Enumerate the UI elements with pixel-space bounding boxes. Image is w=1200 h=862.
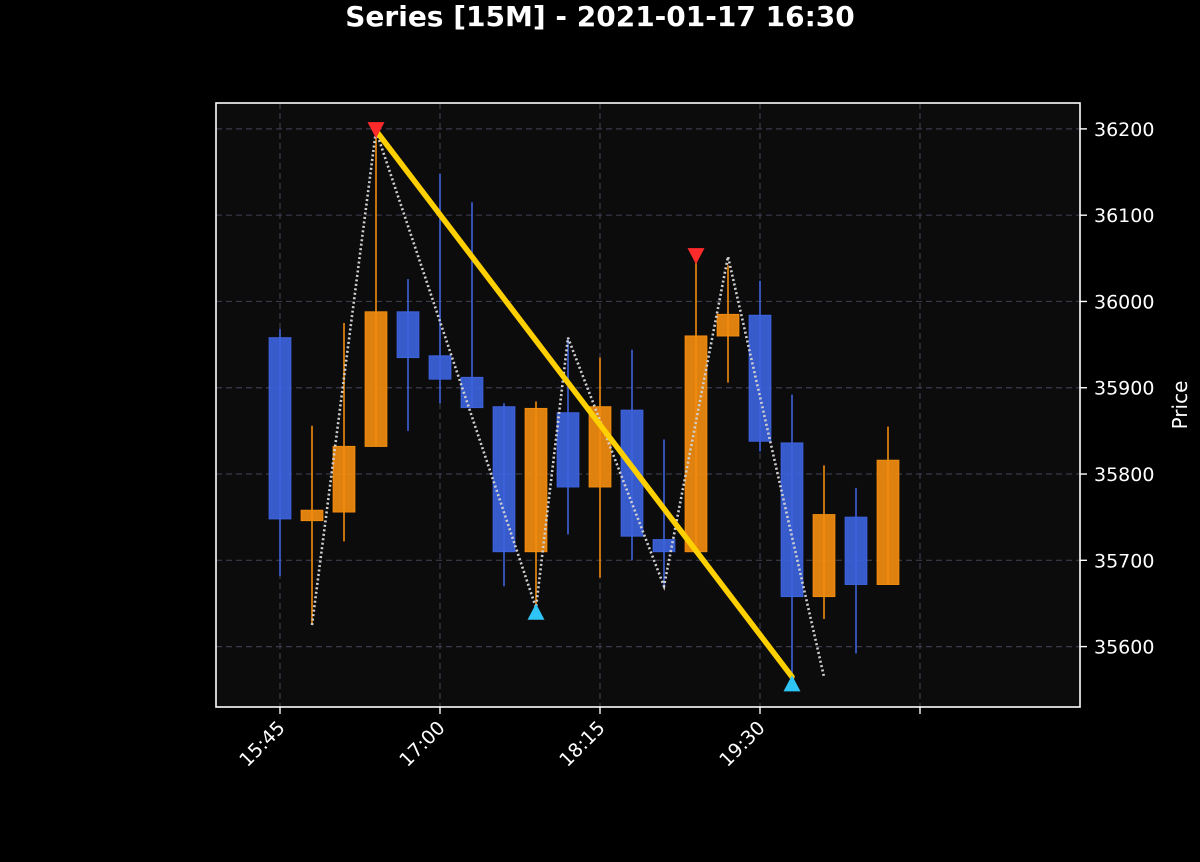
candle-body	[332, 445, 356, 513]
plot-area	[216, 103, 1080, 707]
plot-frame	[215, 102, 1081, 708]
x-axis: 15:45 17:00 18:15 19:30	[235, 707, 921, 771]
peak-marker	[367, 122, 385, 139]
candle-body	[268, 337, 292, 520]
trough-marker	[783, 675, 801, 692]
x-tick-label: 18:15	[555, 717, 609, 771]
candle-body	[300, 509, 324, 522]
y-tick-label: 35900	[1094, 378, 1154, 400]
candle-body	[716, 313, 740, 337]
candle-body	[492, 406, 516, 553]
candle-body	[876, 459, 900, 585]
candle-body	[844, 516, 868, 585]
trend-lines	[373, 127, 795, 680]
candle-body	[556, 412, 580, 488]
trough-marker	[527, 603, 545, 620]
y-tick-label: 35700	[1094, 550, 1154, 572]
trend-line	[373, 127, 795, 680]
candle-body	[812, 514, 836, 598]
candle-body	[684, 335, 708, 553]
x-tick-label: 17:00	[395, 717, 449, 771]
zigzag-lines	[310, 130, 826, 678]
candle-bodies	[268, 311, 900, 598]
y-tick-label: 36100	[1094, 205, 1154, 227]
candle-body	[652, 539, 676, 553]
y-tick-label: 36200	[1094, 119, 1154, 141]
y-tick-label: 36000	[1094, 291, 1154, 313]
y-axis-label: Price	[1168, 381, 1192, 430]
candle-body	[780, 442, 804, 598]
candle-body	[428, 355, 452, 380]
candle-body	[364, 311, 388, 447]
candle-body	[396, 311, 420, 359]
zigzag-line	[310, 130, 826, 678]
pivot-markers	[367, 122, 801, 692]
y-tick-label: 35600	[1094, 637, 1154, 659]
chart-title: Series [15M] - 2021-01-17 16:30	[345, 0, 855, 33]
peak-marker	[687, 248, 705, 265]
y-tick-label: 35800	[1094, 464, 1154, 486]
x-tick-label: 19:30	[715, 717, 769, 771]
candle-body	[524, 407, 548, 553]
y-axis: 35600 35700 35800 35900 36000 36100 36200	[1080, 119, 1154, 659]
candle-body	[460, 376, 484, 409]
x-tick-label: 15:45	[235, 717, 289, 771]
candle-body	[748, 314, 772, 442]
